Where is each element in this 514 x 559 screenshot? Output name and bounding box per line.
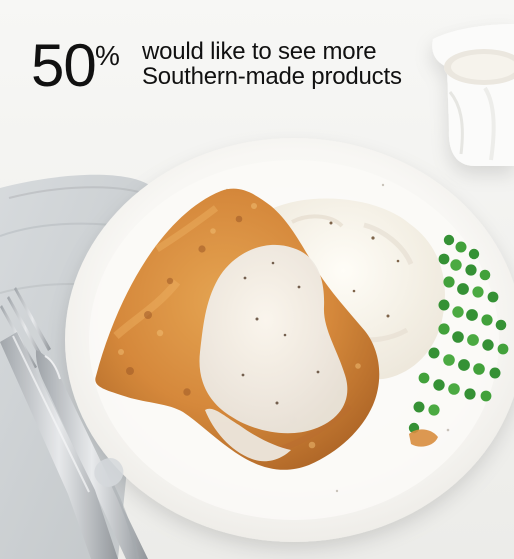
caption-line-1: would like to see more: [142, 38, 377, 65]
breading-crumb: [409, 429, 438, 447]
gravy-boat: [432, 23, 514, 166]
percent-symbol: %: [95, 40, 120, 71]
statistic-overlay: 50 % would like to see more Southern-mad…: [31, 36, 451, 106]
green-peas: [408, 234, 509, 434]
statistic-caption: would like to see more Southern-made pro…: [142, 38, 462, 91]
silver-knife: [0, 332, 118, 559]
percentage-number: 50: [31, 32, 97, 99]
white-gravy: [199, 244, 348, 462]
caption-line-2: Southern-made products: [142, 63, 402, 91]
